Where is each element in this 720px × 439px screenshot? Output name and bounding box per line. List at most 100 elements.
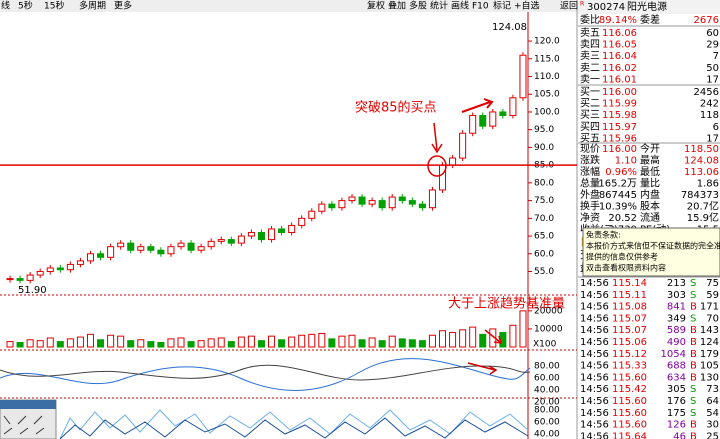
toolbar-button[interactable]: 返回	[560, 0, 578, 12]
toolbar-button[interactable]: 叠加	[388, 1, 406, 12]
tick-side: B	[690, 431, 697, 439]
candle	[147, 246, 155, 251]
stat-label: 最低	[640, 165, 660, 178]
tick-price: 115.33	[612, 361, 647, 372]
y-tick-label: 90.0	[534, 143, 554, 153]
toolbar-button[interactable]: 标记	[493, 0, 511, 12]
indicator-tick-label: 40.00	[534, 430, 560, 439]
tick-volume: 349	[667, 313, 686, 324]
toolbox-title	[0, 400, 56, 409]
volume-bar	[227, 341, 235, 348]
candle	[479, 115, 487, 127]
toolbar-button[interactable]: 多股	[409, 0, 427, 12]
toolbar-button[interactable]: 15秒	[44, 0, 64, 12]
tick-volume: 303	[667, 290, 686, 301]
candle	[56, 267, 64, 271]
depth-price: 115.99	[602, 99, 637, 110]
tick-side: B	[690, 349, 697, 360]
stat-value: 113.06	[684, 167, 719, 178]
candle	[127, 242, 135, 251]
candle	[519, 54, 527, 99]
tick-time: 14:56	[580, 361, 609, 372]
quote-label: 委比	[580, 13, 600, 26]
stat-value: 20.52	[608, 213, 637, 224]
depth-qty: 2456	[694, 87, 719, 98]
candle	[489, 111, 497, 127]
toolbar-button[interactable]: 复权	[367, 0, 385, 12]
volume-bar	[328, 338, 336, 348]
candle	[469, 115, 477, 134]
tooltip-line: 免责条款:	[586, 230, 621, 240]
depth-label: 买二	[580, 98, 600, 110]
tick-count: 30	[706, 420, 719, 431]
depth-price: 116.06	[602, 28, 637, 39]
candle	[449, 157, 457, 166]
stat-value: 1.10	[615, 156, 637, 167]
candle	[499, 111, 507, 116]
depth-qty: 17	[706, 133, 719, 144]
stat-label: 最高	[640, 154, 660, 167]
tick-price: 115.64	[612, 431, 647, 439]
depth-price: 116.02	[602, 63, 637, 74]
toolbar-button[interactable]: F10	[472, 2, 489, 12]
tick-count: 105	[700, 361, 719, 372]
depth-label: 卖二	[580, 62, 600, 74]
tick-time: 14:56	[580, 337, 609, 348]
tick-price: 115.11	[612, 290, 647, 301]
y-tick-label: 75.0	[534, 196, 554, 206]
toolbar-button[interactable]: 更多	[114, 0, 132, 12]
volume-bar	[187, 341, 195, 348]
annotation: 突破85的买点	[355, 100, 437, 116]
volume-bar	[318, 332, 326, 348]
toolbar-button[interactable]: 线	[1, 0, 10, 12]
tick-time: 14:56	[580, 349, 609, 360]
depth-qty: 50	[706, 63, 719, 74]
tick-price: 115.08	[612, 302, 647, 313]
tick-volume: 490	[667, 337, 686, 348]
tick-side: B	[690, 420, 697, 431]
tick-volume: 1054	[661, 349, 686, 360]
depth-label: 卖五	[580, 27, 600, 39]
stat-label: 换手	[580, 200, 600, 213]
volume-bar	[46, 337, 54, 348]
indicator-line	[59, 417, 529, 439]
volume-bar	[237, 336, 245, 348]
depth-label: 卖一	[580, 73, 600, 85]
tick-time: 14:56	[580, 302, 609, 313]
depth-label: 卖三	[580, 50, 600, 62]
tick-side: B	[690, 302, 697, 313]
toolbar-button[interactable]: 5秒	[18, 0, 33, 12]
stat-value: 867445	[599, 190, 637, 201]
toolbar-button[interactable]: 画线	[451, 0, 469, 12]
tick-count: 73	[706, 384, 719, 395]
tick-volume: 213	[667, 278, 686, 289]
stock-name: 阳光电源	[627, 0, 667, 13]
candle	[257, 232, 265, 241]
candle	[46, 267, 54, 273]
toolbar-button[interactable]: +自选	[514, 0, 540, 12]
stat-value: 15.9亿	[687, 211, 719, 224]
y-tick-label: 10000	[534, 324, 563, 334]
volume-bar	[398, 338, 406, 348]
volume-bar	[167, 338, 175, 348]
volume-bar	[418, 340, 426, 348]
toolbar-button[interactable]: 多周期	[79, 0, 106, 12]
candle	[247, 232, 255, 237]
depth-price: 115.98	[602, 110, 637, 121]
volume-bar	[247, 335, 255, 348]
depth-label: 买三	[580, 109, 600, 121]
toolbar-button[interactable]: 统计	[430, 0, 448, 12]
quote-value: 89.14%	[599, 15, 637, 26]
tick-side: S	[690, 278, 696, 289]
candle	[398, 196, 406, 202]
candle	[428, 189, 436, 209]
tick-volume: 46	[673, 431, 686, 439]
tick-time: 14:56	[580, 420, 609, 431]
tick-volume: 688	[667, 361, 686, 372]
tick-price: 115.06	[612, 337, 647, 348]
tool-icons[interactable]	[3, 415, 45, 435]
volume-bar	[127, 340, 135, 348]
tick-count: 124	[700, 337, 719, 348]
arrow	[461, 98, 494, 113]
